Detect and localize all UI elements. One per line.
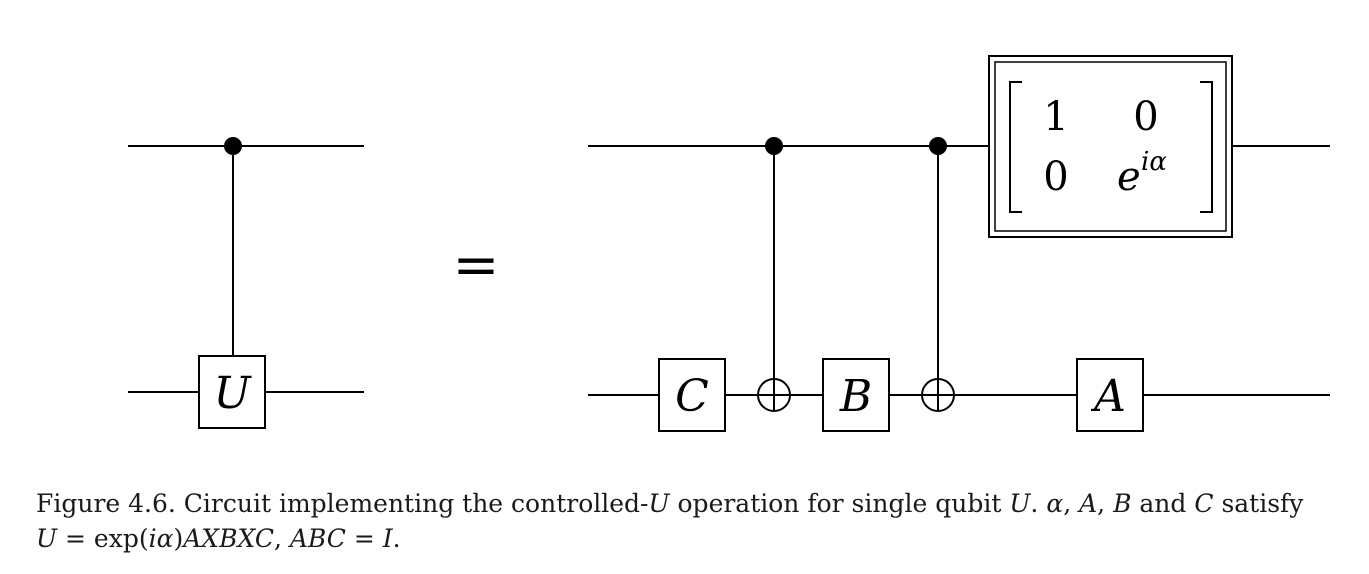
caption-text: ,: [273, 524, 290, 553]
b-gate-label: B: [839, 371, 872, 422]
caption-text: satisfy: [1213, 489, 1304, 518]
caption-var-c: C: [1194, 489, 1214, 518]
caption-var-i-alpha: iα: [148, 524, 174, 553]
caption-var-u: U: [648, 489, 670, 518]
equals-sign: =: [453, 233, 500, 298]
cnot2-control-dot: [929, 137, 947, 155]
circuit-diagram: U = C B A 1 0 0 e: [128, 55, 1330, 432]
b-gate-box: [822, 358, 890, 432]
phase-gate-inner-frame: [994, 61, 1227, 232]
controlled-u-circuit: U: [128, 137, 364, 429]
a-gate-label: A: [1090, 371, 1126, 422]
c-gate-label: C: [675, 371, 709, 422]
phase-gate-outer-frame: [988, 55, 1233, 238]
caption-text: ,: [1063, 489, 1080, 518]
matrix-entry-22-base: e: [1117, 154, 1141, 200]
caption-var-u: U: [1009, 489, 1031, 518]
caption-var-identity: I: [382, 524, 393, 553]
caption-var-alpha: α: [1046, 489, 1064, 518]
caption-line-1: Figure 4.6. Circuit implementing the con…: [36, 486, 1346, 521]
caption-prefix: Figure 4.6. Circuit implementing the con…: [36, 489, 649, 518]
matrix-entry-21: 0: [1043, 154, 1068, 200]
phase-matrix-gate: 1 0 0 e iα: [988, 55, 1233, 238]
caption-text: ,: [1097, 489, 1114, 518]
matrix-entry-12: 0: [1133, 94, 1158, 140]
left-control-dot: [224, 137, 242, 155]
figure-caption: Figure 4.6. Circuit implementing the con…: [36, 486, 1346, 556]
caption-text: =: [345, 524, 383, 553]
matrix-entry-22-exponent: iα: [1141, 147, 1167, 177]
caption-text: operation for single qubit: [669, 489, 1010, 518]
u-gate-box: [198, 355, 266, 429]
caption-text: = exp(: [57, 524, 149, 553]
caption-text: and: [1131, 489, 1195, 518]
matrix-entry-11: 1: [1043, 94, 1068, 140]
caption-text: .: [1030, 489, 1047, 518]
caption-var-b: B: [1113, 489, 1132, 518]
matrix-right-bracket: [1200, 81, 1213, 213]
caption-product: AXBXC: [183, 524, 274, 553]
decomposed-circuit: C B A 1 0 0 e iα: [588, 55, 1330, 432]
c-gate-box: [658, 358, 726, 432]
matrix-left-bracket: [1009, 81, 1022, 213]
caption-line-2: U = exp(iα)AXBXC, ABC = I.: [36, 521, 1346, 556]
caption-var-a: A: [1079, 489, 1098, 518]
cnot1-control-dot: [765, 137, 783, 155]
a-gate-box: [1076, 358, 1144, 432]
caption-text: ): [173, 524, 184, 553]
caption-var-u: U: [36, 524, 58, 553]
caption-text: .: [392, 524, 401, 553]
caption-product-abc: ABC: [289, 524, 346, 553]
u-gate-label: U: [213, 368, 252, 419]
